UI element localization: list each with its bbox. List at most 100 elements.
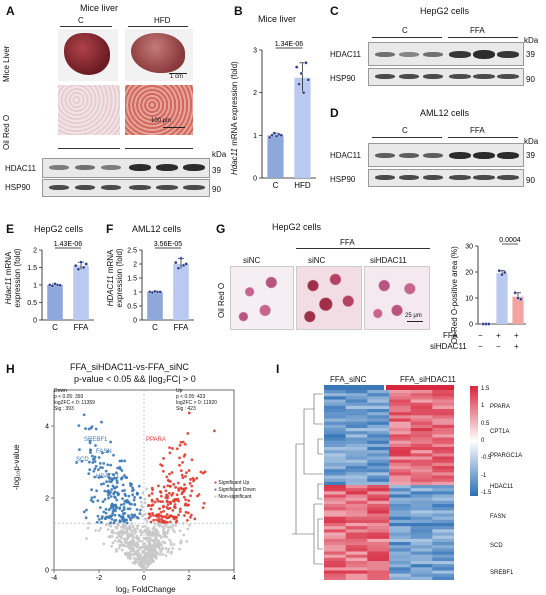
heatmap-cell xyxy=(324,576,346,580)
volcano-point xyxy=(141,525,145,529)
heatmap-cell xyxy=(324,494,346,498)
volcano-point xyxy=(106,450,110,453)
heatmap-cell xyxy=(432,529,454,533)
volcano-point xyxy=(130,489,134,493)
heatmap-cell xyxy=(324,478,346,483)
heatmap-cell xyxy=(410,554,433,559)
heatmap-cell xyxy=(345,500,368,505)
heatmap-cell xyxy=(367,576,390,580)
volcano-point xyxy=(155,531,159,535)
volcano-point xyxy=(95,520,99,524)
heatmap-cell xyxy=(367,481,390,486)
heatmap-cell xyxy=(432,440,454,445)
volcano-point xyxy=(156,551,160,555)
volcano-point xyxy=(153,540,157,544)
heatmap-cell xyxy=(324,431,346,435)
heatmap-cell xyxy=(432,570,454,574)
heatmap-cell xyxy=(410,475,433,479)
panel-e-title: HepG2 cells xyxy=(34,224,84,234)
heatmap-cell xyxy=(432,519,454,524)
volcano-point xyxy=(121,497,124,500)
heatmap-cell xyxy=(324,532,346,536)
heatmap-cell xyxy=(432,412,454,416)
volcano-point xyxy=(157,484,160,488)
volcano-point xyxy=(94,464,98,468)
volcano-point xyxy=(133,503,137,506)
volcano-point xyxy=(133,543,137,547)
heatmap-cell xyxy=(389,519,411,524)
heatmap-cell xyxy=(345,513,368,517)
volcano-point xyxy=(163,541,167,545)
volcano-point xyxy=(88,468,92,472)
treat-sign: − xyxy=(478,342,483,351)
heatmap-cell xyxy=(345,494,368,498)
volcano-point xyxy=(132,556,136,560)
heatmap-cell xyxy=(389,532,411,536)
volcano-point xyxy=(135,491,139,495)
x-tick-label: 4 xyxy=(232,575,236,582)
volcano-point xyxy=(115,536,119,540)
volcano-point xyxy=(90,496,94,500)
heatmap-cell xyxy=(345,402,368,407)
volcano-point xyxy=(193,517,197,521)
panel-b-title: Mice liver xyxy=(258,14,297,24)
heatmap-cell xyxy=(324,409,346,413)
scale-tick: 0 xyxy=(481,437,485,444)
data-point xyxy=(74,263,78,268)
heatmap-cell xyxy=(389,491,411,495)
volcano-point xyxy=(175,516,178,519)
y-tick-label: 2 xyxy=(33,248,37,255)
volcano-point xyxy=(167,478,170,482)
data-point xyxy=(519,297,523,302)
stats-line: log2FC > 0: 11920 xyxy=(176,400,217,406)
volcano-point xyxy=(180,473,184,477)
panel-letter: C xyxy=(330,4,339,18)
volcano-point xyxy=(183,442,187,446)
heatmap-cell xyxy=(367,529,390,533)
volcano-point xyxy=(119,544,122,548)
volcano-point xyxy=(131,561,135,565)
heatmap-cell xyxy=(432,545,454,549)
heatmap-cell xyxy=(410,424,433,429)
gene-label: PPARA xyxy=(146,437,166,443)
volcano-point xyxy=(125,552,129,556)
heatmap-cell xyxy=(410,538,433,543)
heatmap-cell xyxy=(389,402,411,407)
volcano-point xyxy=(158,523,162,527)
volcano-point xyxy=(114,548,118,551)
volcano-point xyxy=(99,526,103,530)
volcano-point xyxy=(115,485,119,489)
volcano-point xyxy=(114,476,118,480)
volcano-point xyxy=(110,544,113,548)
heatmap-cell xyxy=(345,456,368,460)
volcano-point xyxy=(91,457,95,461)
volcano-point xyxy=(153,500,157,504)
heatmap-cell xyxy=(324,440,346,445)
volcano-point xyxy=(149,546,153,550)
heatmap-cell xyxy=(432,402,454,407)
heatmap-cell xyxy=(410,405,433,410)
stats-line: Up xyxy=(176,388,183,394)
heatmap-cell xyxy=(324,393,346,397)
y-tick-label: 0.5 xyxy=(27,300,37,307)
volcano-point xyxy=(190,484,194,488)
heatmap-cell xyxy=(324,557,346,562)
micrograph-ffa-sihdac11: 25 μm xyxy=(364,266,430,330)
volcano-point xyxy=(107,508,111,512)
volcano-point xyxy=(184,498,188,502)
volcano-point xyxy=(124,499,128,503)
volcano-point xyxy=(161,505,165,509)
heatmap-cell xyxy=(324,428,346,432)
heatmap-cell xyxy=(410,519,433,524)
y-tick-label: 2.5 xyxy=(127,248,137,255)
volcano-point xyxy=(106,528,110,531)
volcano-point xyxy=(129,518,133,522)
heatmap-cell xyxy=(389,481,411,486)
volcano-point xyxy=(143,552,147,556)
volcano-point xyxy=(120,509,124,513)
down-stats-box: Down p < 0.05: 393 log2FC < 0: 11359 Sig… xyxy=(54,388,95,412)
volcano-point xyxy=(162,530,166,533)
panel-d-title: AML12 cells xyxy=(420,108,470,118)
volcano-point xyxy=(93,475,97,479)
heatmap-cell xyxy=(389,431,411,435)
